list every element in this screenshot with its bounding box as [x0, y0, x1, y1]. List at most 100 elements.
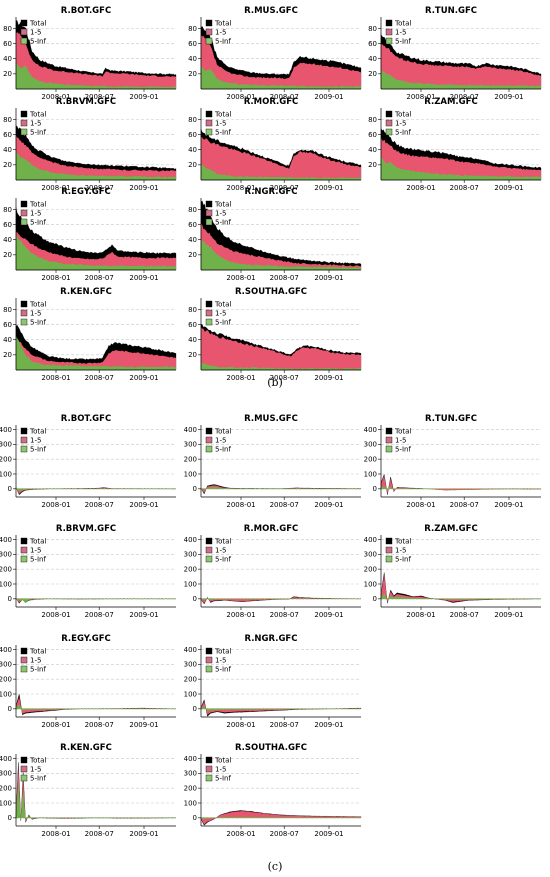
legend-label: 1-5: [395, 29, 406, 37]
y-tick-label: 20: [188, 351, 197, 359]
y-tick-label: 400: [184, 536, 197, 544]
y-tick-label: 40: [188, 236, 197, 244]
legend-label: 1-5: [395, 120, 406, 128]
y-tick-label: 20: [188, 70, 197, 78]
area-total: [15, 207, 177, 271]
panel-title: R.MUS.GFC: [244, 414, 298, 424]
y-tick-label: 0: [193, 485, 197, 493]
y-tick-label: 400: [184, 755, 197, 763]
y-tick-label: 60: [3, 40, 12, 48]
x-tick-label: 2009-01: [314, 501, 343, 509]
legend-swatch-15: [205, 656, 213, 664]
legend-label: Total: [394, 538, 411, 546]
legend-label: 1-5: [395, 437, 406, 445]
x-tick-label: 2008-01: [41, 830, 70, 838]
legend-swatch-5inf: [20, 128, 28, 136]
panel-r-southa-gfc-b: R.SOUTHA.GFC 20 40 60 80 2008-01 2008-07 2009-0…: [188, 287, 362, 382]
chart-root: R.BOT.GFC 20 40 60 80 2008-01 2008-07 2009-01 To…: [0, 6, 542, 838]
y-tick-label: 40: [188, 146, 197, 154]
area-5inf: [381, 158, 541, 180]
area-5inf: [16, 62, 176, 89]
x-tick-label: 2008-07: [85, 184, 114, 192]
legend-label: Total: [29, 538, 46, 546]
panel-title: R.KEN.GFC: [60, 743, 112, 753]
legend-label: 1-5: [215, 120, 226, 128]
legend-label: 1-5: [215, 766, 226, 774]
legend-label: 1-5: [30, 766, 41, 774]
legend-label: 5-Inf: [215, 666, 231, 674]
area-5inf: [16, 152, 176, 180]
y-tick-label: 400: [184, 646, 197, 654]
legend-swatch-5inf: [20, 555, 28, 563]
y-tick-label: 80: [368, 116, 377, 124]
legend-swatch-total: [20, 19, 28, 27]
x-tick-label: 2008-01: [41, 611, 70, 619]
legend-swatch-5inf: [205, 665, 213, 673]
x-tick-label: 2008-07: [450, 184, 479, 192]
y-tick-label: 300: [364, 551, 377, 559]
area-15: [201, 136, 361, 180]
legend-swatch-15: [20, 436, 28, 444]
x-tick-label: 2008-01: [226, 830, 255, 838]
y-tick-label: 400: [364, 536, 377, 544]
area-5inf: [16, 235, 176, 270]
x-tick-label: 2009-01: [494, 184, 523, 192]
y-tick-label: 300: [0, 441, 12, 449]
y-tick-label: 200: [184, 676, 197, 684]
panel-title: R.TUN.GFC: [425, 6, 477, 16]
legend-label: 1-5: [30, 210, 41, 218]
legend-swatch-total: [205, 110, 213, 118]
legend-swatch-15: [20, 656, 28, 664]
legend-label: 1-5: [215, 210, 226, 218]
x-tick-label: 2008-01: [41, 374, 70, 382]
x-tick-label: 2008-01: [41, 721, 70, 729]
y-tick-label: 200: [0, 566, 12, 574]
x-tick-label: 2009-01: [494, 611, 523, 619]
x-tick-label: 2009-01: [314, 830, 343, 838]
legend-swatch-total: [385, 427, 393, 435]
panel-title: R.BOT.GFC: [61, 414, 111, 424]
y-tick-label: 400: [0, 646, 12, 654]
panel-title: R.NGR.GFC: [245, 634, 298, 644]
legend-swatch-15: [205, 28, 213, 36]
legend-label: 5-Inf: [30, 129, 46, 137]
panel-title: R.ZAM.GFC: [424, 97, 477, 107]
legend-label: Total: [29, 301, 46, 309]
legend-swatch-15: [205, 765, 213, 773]
y-tick-label: 40: [3, 55, 12, 63]
y-tick-label: 40: [368, 55, 377, 63]
legend-swatch-5inf: [205, 218, 213, 226]
legend-swatch-5inf: [385, 445, 393, 453]
legend-swatch-5inf: [20, 445, 28, 453]
y-tick-label: 100: [0, 470, 12, 478]
legend-label: Total: [29, 428, 46, 436]
y-tick-label: 0: [193, 814, 197, 822]
panel-r-bot-gfc-c: R.BOT.GFC 0 100 200 300 400 2008-01 2008-07 2009…: [0, 414, 177, 509]
legend-swatch-total: [20, 110, 28, 118]
x-tick-label: 2009-01: [314, 611, 343, 619]
y-tick-label: 300: [184, 770, 197, 778]
legend-label: Total: [394, 428, 411, 436]
y-tick-label: 100: [0, 580, 12, 588]
x-tick-label: 2009-01: [129, 93, 158, 101]
legend-label: 5-Inf: [215, 319, 231, 327]
legend-swatch-total: [385, 537, 393, 545]
y-tick-label: 40: [3, 236, 12, 244]
y-tick-label: 0: [8, 485, 12, 493]
x-tick-label: 2008-07: [450, 501, 479, 509]
area-15: [201, 327, 361, 370]
legend-label: Total: [394, 111, 411, 119]
legend-swatch-15: [385, 436, 393, 444]
legend-label: 5-Inf: [30, 446, 46, 454]
legend-swatch-total: [20, 756, 28, 764]
y-tick-label: 80: [3, 25, 12, 33]
y-tick-label: 400: [0, 755, 12, 763]
legend-swatch-5inf: [20, 318, 28, 326]
panel-r-brvm-gfc-b: R.BRVM.GFC 20 40 60 80 2008-01 2008-07 2009-01 T…: [3, 97, 177, 192]
x-tick-label: 2009-01: [129, 184, 158, 192]
legend-label: 1-5: [215, 547, 226, 555]
panel-r-brvm-gfc-c: R.BRVM.GFC 0 100 200 300 400 2008-01 2008-07 200…: [0, 524, 177, 619]
x-tick-label: 2009-01: [494, 93, 523, 101]
y-tick-label: 20: [188, 161, 197, 169]
